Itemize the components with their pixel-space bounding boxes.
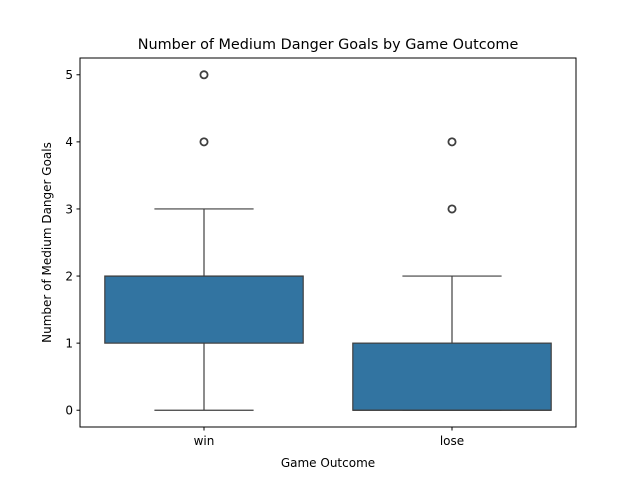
outlier-point bbox=[447, 137, 457, 147]
box-group-lose bbox=[352, 137, 552, 411]
outlier-point bbox=[447, 204, 457, 214]
x-tick-label: win bbox=[194, 434, 215, 448]
x-tick-label: lose bbox=[440, 434, 464, 448]
y-tick-label: 3 bbox=[65, 202, 73, 216]
box-group-win bbox=[104, 70, 304, 411]
y-tick-label: 4 bbox=[65, 135, 73, 149]
x-axis: win lose bbox=[194, 427, 464, 448]
iqr-box bbox=[104, 275, 304, 344]
x-axis-label: Game Outcome bbox=[281, 456, 375, 470]
y-tick-label: 1 bbox=[65, 336, 73, 350]
y-tick-label: 5 bbox=[65, 68, 73, 82]
outlier-point bbox=[199, 137, 209, 147]
chart-title: Number of Medium Danger Goals by Game Ou… bbox=[138, 37, 519, 53]
plot-area bbox=[104, 70, 552, 411]
y-axis-label: Number of Medium Danger Goals bbox=[40, 142, 54, 343]
outlier-point bbox=[199, 70, 209, 80]
iqr-box bbox=[352, 342, 552, 411]
plot-frame bbox=[79, 57, 577, 428]
y-tick-label: 2 bbox=[65, 269, 73, 283]
y-axis: 0 1 2 3 4 5 bbox=[65, 68, 80, 418]
y-tick-label: 0 bbox=[65, 404, 73, 418]
